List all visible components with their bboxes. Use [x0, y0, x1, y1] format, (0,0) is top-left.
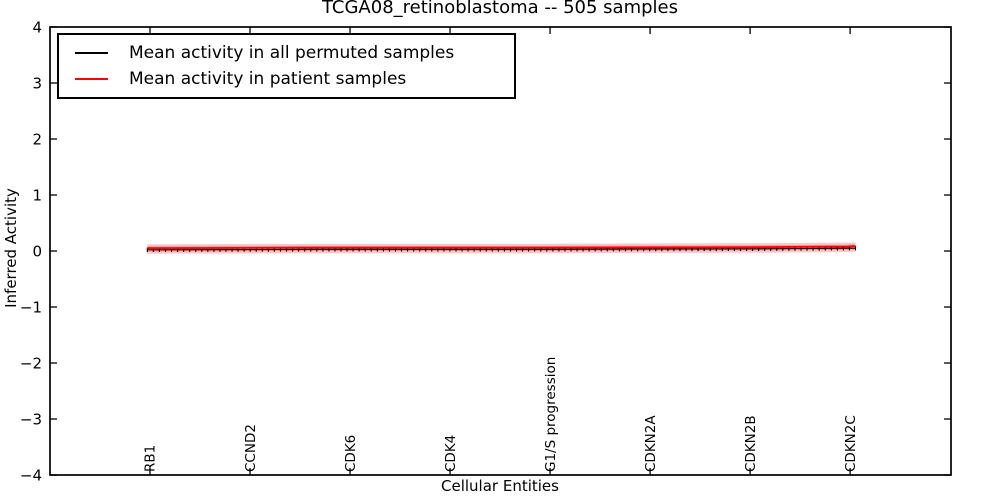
y-tick-label: −1	[20, 298, 42, 316]
x-tick-label: G1/S progression	[543, 357, 559, 472]
legend: Mean activity in all permuted samples Me…	[57, 33, 516, 99]
legend-line-black	[75, 52, 108, 54]
y-tick-label: 2	[32, 130, 42, 148]
x-tick-label: CDKN2C	[843, 415, 859, 472]
y-tick-label: 0	[32, 242, 42, 260]
series-line-patient	[147, 245, 856, 250]
y-tick-label: 3	[32, 74, 42, 92]
y-tick-label: −3	[20, 410, 42, 428]
legend-line-red	[75, 78, 108, 80]
x-tick-label: RB1	[143, 445, 159, 472]
legend-label: Mean activity in patient samples	[129, 69, 407, 89]
legend-entry-patient: Mean activity in patient samples	[75, 69, 514, 89]
x-axis-label: Cellular Entities	[441, 477, 559, 495]
x-tick-label: CDK6	[343, 435, 359, 472]
y-tick-label: 1	[32, 186, 42, 204]
x-tick-label: CCND2	[243, 424, 259, 472]
legend-label: Mean activity in all permuted samples	[129, 43, 455, 63]
y-tick-label: −2	[20, 354, 42, 372]
y-tick-label: −4	[20, 466, 42, 484]
y-tick-label: 4	[32, 18, 42, 36]
chart-title: TCGA08_retinoblastoma -- 505 samples	[321, 0, 679, 18]
x-tick-label: CDKN2A	[643, 415, 659, 472]
x-tick-label: CDKN2B	[743, 415, 759, 472]
legend-entry-permuted: Mean activity in all permuted samples	[75, 43, 514, 63]
x-tick-label: CDK4	[443, 435, 459, 472]
